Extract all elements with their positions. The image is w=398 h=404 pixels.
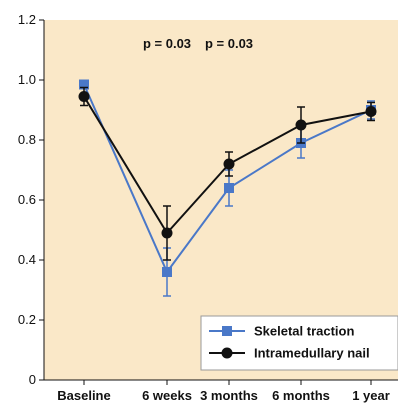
data-point: [162, 267, 172, 277]
data-point: [295, 119, 307, 131]
series-intramedullary-nail: [78, 86, 377, 261]
x-tick-label: 6 months: [272, 388, 330, 403]
legend-box: [200, 315, 398, 371]
x-tick-label: 3 months: [200, 388, 258, 403]
legend-item: Intramedullary nail: [209, 346, 370, 361]
y-tick-label: 1.0: [18, 72, 36, 87]
legend-marker: [222, 326, 232, 336]
x-tick-label: Baseline: [57, 388, 110, 403]
y-tick-label: 0.4: [18, 252, 36, 267]
data-point: [79, 79, 89, 90]
legend-item: Skeletal traction: [209, 324, 354, 339]
y-tick-label: 1.2: [18, 12, 36, 27]
p-value-annotation: p = 0.03: [205, 36, 253, 51]
data-point: [365, 106, 377, 117]
data-point: [78, 91, 90, 102]
legend: Skeletal traction Intramedullary nail: [200, 315, 398, 371]
y-tick-label: 0: [29, 372, 36, 387]
data-point: [224, 183, 234, 193]
legend-marker: [221, 347, 233, 359]
x-tick-label: 6 weeks: [142, 388, 192, 403]
x-tick-label: 1 year: [352, 388, 390, 403]
legend-label: Skeletal traction: [254, 324, 354, 339]
y-tick-label: 0.8: [18, 132, 36, 147]
y-tick-label: 0.2: [18, 312, 36, 327]
p-value-annotation: p = 0.03: [143, 36, 191, 51]
legend-label: Intramedullary nail: [254, 346, 370, 361]
y-tick-label: 0.6: [18, 192, 36, 207]
data-point: [223, 158, 235, 170]
data-point: [161, 227, 173, 239]
